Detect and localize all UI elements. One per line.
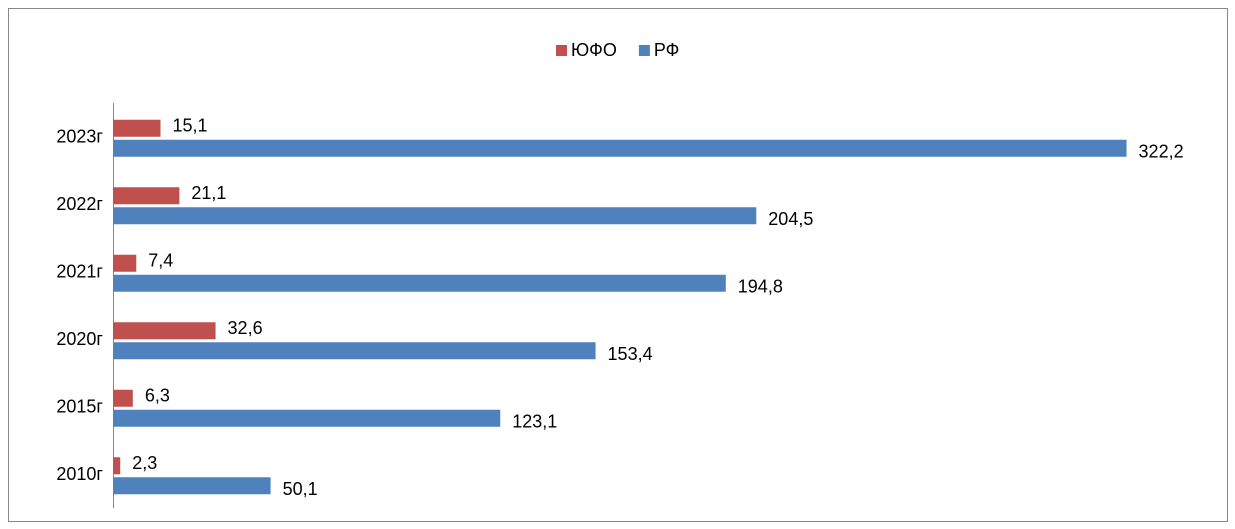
legend-label: ЮФО [571, 40, 617, 60]
bar [113, 139, 1127, 157]
data-label: 32,6 [228, 318, 263, 338]
bar [113, 274, 726, 292]
legend-swatch [556, 45, 567, 56]
data-label: 153,4 [608, 344, 653, 364]
bar [113, 477, 271, 495]
chart-frame [8, 8, 1228, 522]
bar [113, 322, 216, 340]
bar [113, 457, 121, 475]
data-label: 123,1 [512, 412, 557, 432]
y-tick-label: 2020г [56, 329, 103, 349]
data-label: 21,1 [191, 183, 226, 203]
data-label: 6,3 [145, 386, 170, 406]
y-tick-label: 2010г [56, 464, 103, 484]
data-label: 194,8 [738, 277, 783, 297]
data-label: 2,3 [132, 453, 157, 473]
bar [113, 207, 757, 225]
bar [113, 254, 137, 272]
y-tick-label: 2023г [56, 127, 103, 147]
data-label: 7,4 [148, 251, 173, 271]
y-tick-label: 2021г [56, 262, 103, 282]
data-label: 322,2 [1139, 142, 1184, 162]
bar [113, 342, 596, 360]
data-label: 204,5 [768, 209, 813, 229]
y-tick-label: 2015г [56, 397, 103, 417]
bar [113, 409, 501, 427]
legend-swatch [638, 45, 650, 56]
bar [113, 119, 161, 137]
y-tick-label: 2022г [56, 194, 103, 214]
legend-label: РФ [654, 40, 680, 60]
data-label: 50,1 [283, 479, 318, 499]
bar [113, 187, 180, 205]
bar [113, 389, 133, 407]
data-label: 15,1 [173, 116, 208, 136]
